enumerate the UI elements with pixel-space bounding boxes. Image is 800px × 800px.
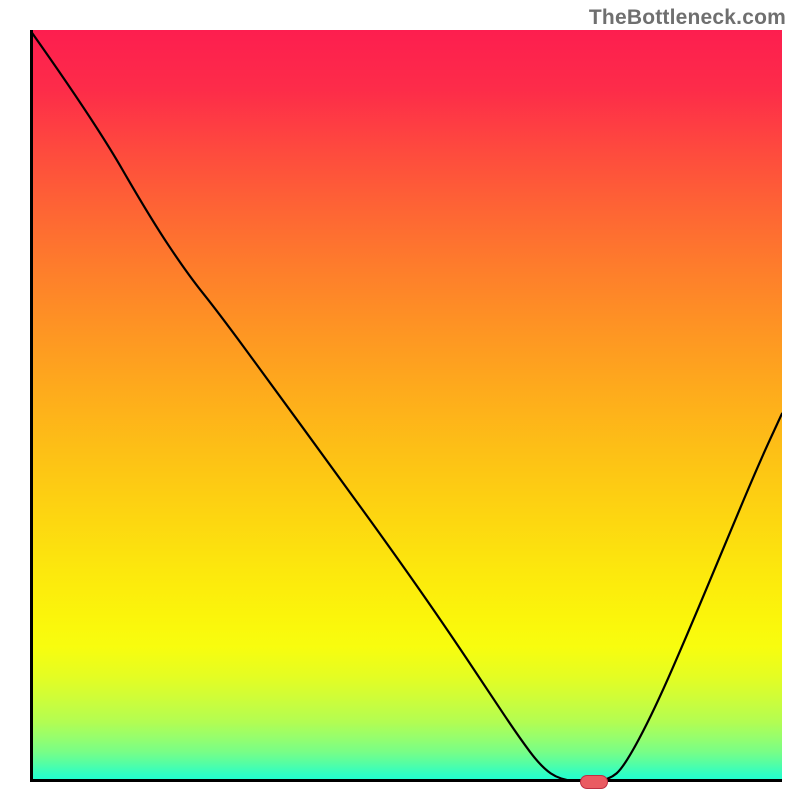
chart-root: { "watermark": { "text": "TheBottleneck.… bbox=[0, 0, 800, 800]
y-axis bbox=[30, 30, 33, 782]
plot-area bbox=[30, 30, 782, 782]
x-axis bbox=[30, 779, 782, 782]
watermark-text: TheBottleneck.com bbox=[589, 6, 786, 30]
line-curve bbox=[30, 30, 782, 782]
bottleneck-marker bbox=[580, 775, 607, 789]
